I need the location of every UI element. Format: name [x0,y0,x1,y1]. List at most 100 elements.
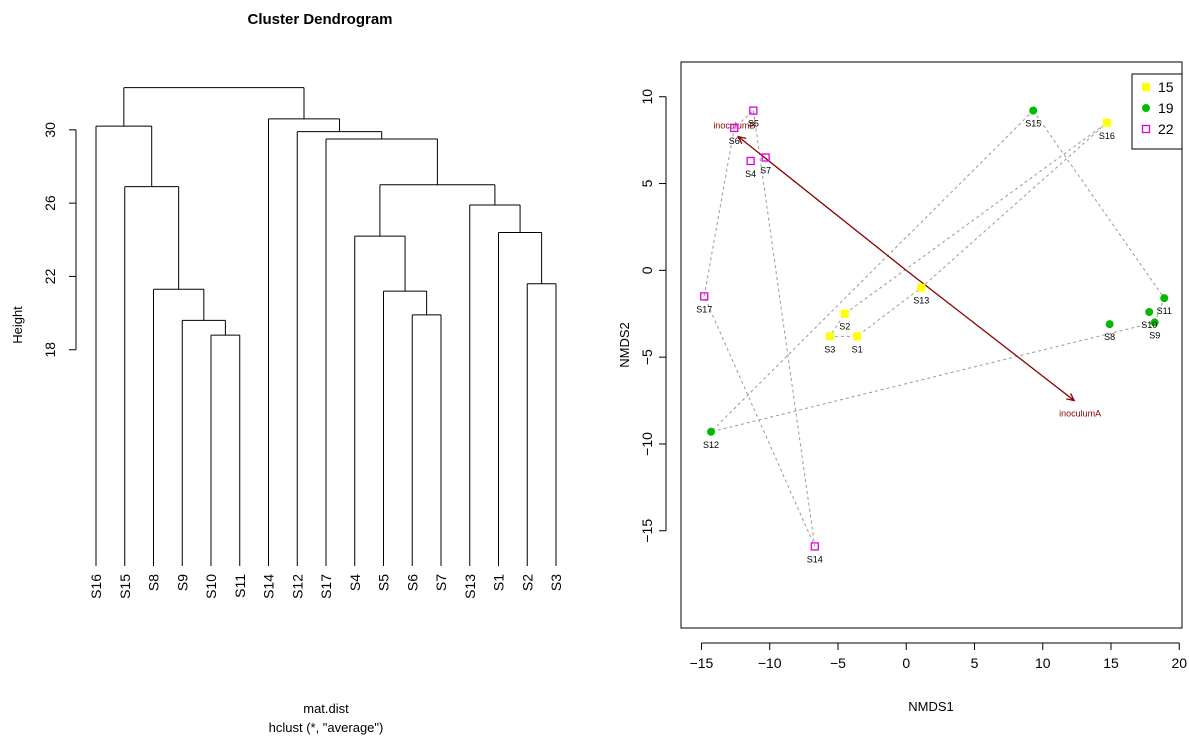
x-tick-label: −15 [690,655,714,671]
arrow-label: inoculumA [1059,409,1101,419]
point-circle [1150,318,1159,327]
x-tick-label: −10 [758,655,782,671]
point-label: S17 [696,304,712,314]
point-square [1142,83,1150,91]
nmds-points [700,106,1169,551]
dendrogram-subtitle: hclust (*, "average") [269,720,384,735]
y-tick-label: 0 [639,266,655,274]
y-tick-label: 5 [639,179,655,187]
point-label: S11 [1157,306,1172,316]
point-open-square [749,106,758,115]
nmds-panel: −15 −10 −5 0 5 10 15 20 −15 −10 −5 0 5 10 NMDS1 NMDS… [617,61,1187,714]
point-label: S4 [745,169,756,179]
point-square [1102,118,1111,127]
point-square [917,283,926,292]
leaf-label: S11 [232,574,248,598]
dendrogram-panel: Cluster Dendrogram Height mat.dist hclus… [10,11,564,735]
point-label: S3 [824,344,835,354]
y-tick-label: 26 [42,195,58,211]
leaf-label: S10 [203,574,219,599]
point-open-square [746,156,755,166]
x-tick-label: −5 [830,655,846,671]
point-circle [1105,320,1114,329]
legend-box [1131,73,1183,150]
legend-label: 22 [1158,121,1174,137]
dendrogram-tree [95,87,557,566]
leaf-label: S13 [462,574,478,599]
hull-outline [828,122,1108,337]
y-tick-label: −5 [639,349,655,365]
nmds-y-label: NMDS2 [617,322,632,368]
leaf-label: S12 [289,574,305,599]
nmds-legend: 15 19 22 [1131,73,1183,150]
leaf-label: S5 [376,574,392,591]
point-label: S12 [703,440,719,450]
x-tick-label: 15 [1103,655,1119,671]
point-open-square [761,153,770,162]
dendrogram-y-label: Height [10,306,25,344]
leaf-label: S9 [174,574,190,591]
y-tick-label: 30 [42,122,58,138]
env-arrow [737,136,907,271]
point-open-square [1141,124,1151,134]
env-arrow-head [737,135,747,145]
x-tick-label: 5 [971,655,979,671]
point-label: S16 [1099,131,1115,141]
x-tick-label: 0 [902,655,910,671]
dendrogram-y-axis: 18 22 26 30 [42,122,77,358]
leaf-label: S7 [433,574,449,591]
point-circle [1145,308,1154,317]
leaf-label: S16 [88,574,104,599]
point-open-square [730,123,739,133]
legend-label: 15 [1158,79,1174,95]
y-tick-label: 18 [42,342,58,358]
legend-label: 19 [1158,100,1174,116]
dendrogram-leaf-labels: S16 S15 S8 S9 S10 S11 S14 S12 S17 S4 S5 S6 S7 S13 S1 S2… [88,574,564,599]
y-tick-label: 22 [42,268,58,284]
leaf-label: S4 [347,574,363,591]
point-square [825,332,834,341]
env-arrow-head [1066,393,1076,402]
nmds-hulls [703,110,1165,547]
leaf-label: S15 [117,574,133,599]
point-circle [1142,104,1150,112]
point-label: S2 [839,322,850,332]
nmds-arrows: inoculumA inoculumB [713,121,1101,419]
leaf-label: S17 [318,574,334,599]
point-square [853,332,862,341]
nmds-y-axis: −15 −10 −5 0 5 10 [639,89,667,543]
dendrogram-title: Cluster Dendrogram [247,11,392,28]
point-label: S14 [807,554,823,564]
point-label: S1 [852,344,863,354]
leaf-label: S6 [404,574,420,591]
point-label: S7 [760,165,771,175]
point-open-square [700,292,709,301]
point-circle [1160,294,1169,303]
leaf-label: S2 [519,574,535,591]
leaf-label: S3 [548,574,564,591]
point-label: S13 [913,296,929,306]
point-label: S8 [1104,332,1115,342]
point-label: S10 [1141,320,1157,330]
point-square [840,309,849,318]
nmds-x-axis: −15 −10 −5 0 5 10 15 20 [690,642,1187,671]
point-label: S15 [1025,119,1041,129]
hull-outline [709,110,1165,433]
point-circle [707,427,716,436]
y-tick-label: 10 [639,89,655,105]
y-tick-label: −10 [639,432,655,456]
leaf-label: S14 [261,574,277,599]
env-arrow [905,269,1075,402]
point-label: S9 [1149,330,1160,340]
hull-outline [703,110,816,547]
x-tick-label: 20 [1171,655,1187,671]
nmds-plot-frame [680,61,1183,629]
point-label: S5 [748,119,759,129]
point-open-square [810,542,819,551]
nmds-x-label: NMDS1 [908,699,954,714]
y-tick-label: −15 [639,519,655,543]
x-tick-label: 10 [1035,655,1051,671]
leaf-label: S1 [491,574,507,591]
